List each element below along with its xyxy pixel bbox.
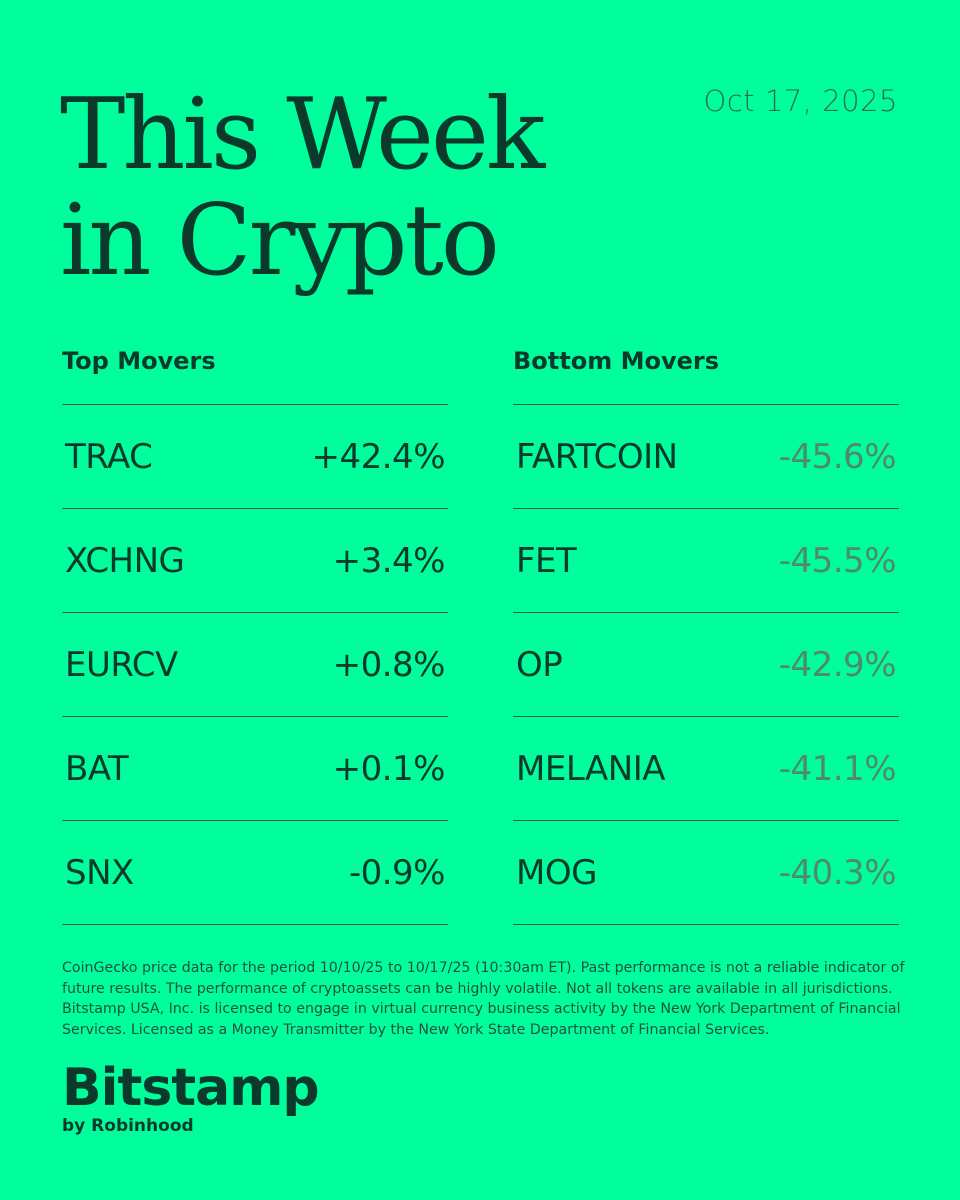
token-change: -45.5% (778, 540, 897, 581)
bottom-movers-list: FARTCOIN -45.6% FET -45.5% OP -42.9% MEL… (513, 404, 899, 925)
list-item: MELANIA -41.1% (513, 717, 899, 821)
list-item: EURCV +0.8% (62, 613, 448, 717)
title-line-1: This Week (60, 78, 545, 192)
list-item: FARTCOIN -45.6% (513, 405, 899, 509)
disclaimer-text: CoinGecko price data for the period 10/1… (62, 960, 905, 1038)
list-item: XCHNG +3.4% (62, 509, 448, 613)
token-symbol: SNX (65, 852, 134, 893)
bottom-movers-section: Bottom Movers FARTCOIN -45.6% FET -45.5%… (513, 344, 899, 925)
top-movers-section: Top Movers TRAC +42.4% XCHNG +3.4% EURCV… (62, 344, 448, 925)
list-item: FET -45.5% (513, 509, 899, 613)
date-label: Oct 17, 2025 (703, 84, 898, 118)
token-change: -45.6% (778, 436, 897, 477)
bottom-movers-heading: Bottom Movers (513, 347, 719, 375)
top-movers-list: TRAC +42.4% XCHNG +3.4% EURCV +0.8% BAT … (62, 404, 448, 925)
token-change: -41.1% (778, 748, 897, 789)
token-symbol: MELANIA (516, 748, 666, 789)
list-item: SNX -0.9% (62, 821, 448, 925)
list-item: TRAC +42.4% (62, 405, 448, 509)
brand-name: Bitstamp (62, 1058, 320, 1118)
token-symbol: EURCV (65, 644, 178, 685)
title-line-2: in Crypto (60, 184, 500, 298)
list-item: OP -42.9% (513, 613, 899, 717)
token-change: +42.4% (311, 436, 446, 477)
token-symbol: OP (516, 644, 563, 685)
token-symbol: BAT (65, 748, 129, 789)
token-change: +3.4% (332, 540, 446, 581)
token-change: -42.9% (778, 644, 897, 685)
token-symbol: MOG (516, 852, 597, 893)
brand-logo: Bitstamp by Robinhood (62, 1058, 320, 1136)
token-change: +0.8% (332, 644, 446, 685)
token-change: -0.9% (348, 852, 446, 893)
token-change: -40.3% (778, 852, 897, 893)
top-movers-heading: Top Movers (62, 347, 216, 375)
token-symbol: FARTCOIN (516, 436, 678, 477)
page-title: This Week in Crypto (60, 78, 545, 298)
token-symbol: FET (516, 540, 577, 581)
list-item: MOG -40.3% (513, 821, 899, 925)
token-symbol: XCHNG (65, 540, 185, 581)
token-symbol: TRAC (65, 436, 153, 477)
token-change: +0.1% (332, 748, 446, 789)
list-item: BAT +0.1% (62, 717, 448, 821)
brand-tagline: by Robinhood (62, 1116, 194, 1136)
